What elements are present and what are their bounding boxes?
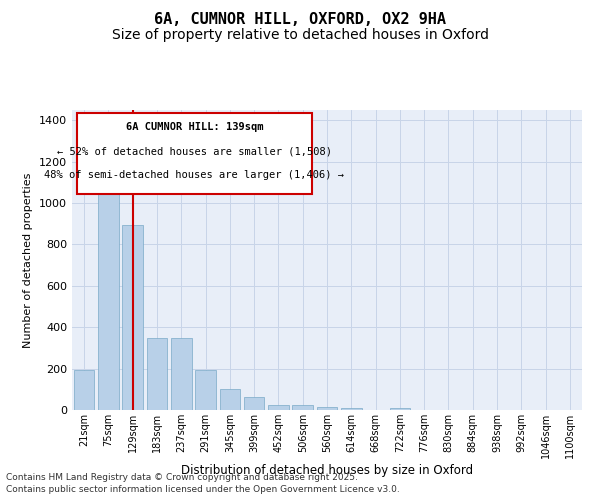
Text: Size of property relative to detached houses in Oxford: Size of property relative to detached ho… xyxy=(112,28,488,42)
Text: Contains HM Land Registry data © Crown copyright and database right 2025.: Contains HM Land Registry data © Crown c… xyxy=(6,474,358,482)
Bar xyxy=(317,407,337,410)
Y-axis label: Number of detached properties: Number of detached properties xyxy=(23,172,34,348)
Text: 6A, CUMNOR HILL, OXFORD, OX2 9HA: 6A, CUMNOR HILL, OXFORD, OX2 9HA xyxy=(154,12,446,28)
Bar xyxy=(220,390,240,410)
Text: Contains public sector information licensed under the Open Government Licence v3: Contains public sector information licen… xyxy=(6,485,400,494)
Bar xyxy=(244,397,265,410)
Bar xyxy=(171,338,191,410)
Bar xyxy=(292,406,313,410)
Bar xyxy=(122,225,143,410)
Bar xyxy=(389,408,410,410)
Bar xyxy=(268,405,289,410)
Text: 6A CUMNOR HILL: 139sqm: 6A CUMNOR HILL: 139sqm xyxy=(125,122,263,132)
Bar xyxy=(195,370,216,410)
Bar xyxy=(146,338,167,410)
X-axis label: Distribution of detached houses by size in Oxford: Distribution of detached houses by size … xyxy=(181,464,473,476)
FancyBboxPatch shape xyxy=(77,113,312,194)
Text: ← 52% of detached houses are smaller (1,508): ← 52% of detached houses are smaller (1,… xyxy=(57,146,332,156)
Bar xyxy=(341,408,362,410)
Text: 48% of semi-detached houses are larger (1,406) →: 48% of semi-detached houses are larger (… xyxy=(44,170,344,180)
Bar xyxy=(74,370,94,410)
Bar xyxy=(98,177,119,410)
